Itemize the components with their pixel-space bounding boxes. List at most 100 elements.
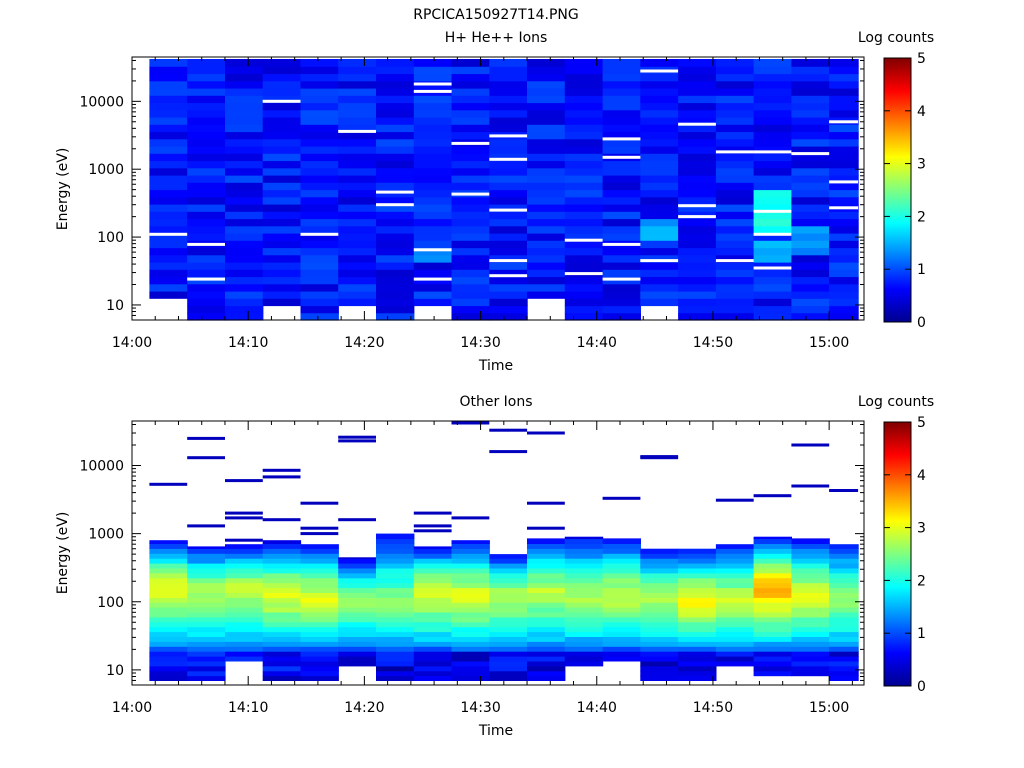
- heatmap-cell: [262, 175, 302, 183]
- heatmap-cell: [678, 651, 717, 657]
- heatmap-cell: [640, 563, 679, 569]
- heatmap-cell: [451, 641, 490, 647]
- heatmap-cell: [489, 592, 528, 598]
- heatmap-cell: [187, 138, 226, 147]
- heatmap-cell: [149, 59, 188, 67]
- heatmap-cell: [715, 59, 755, 67]
- heatmap-cell: [149, 276, 188, 285]
- heatmap-cell: [527, 631, 566, 637]
- heatmap-cell: [225, 572, 264, 579]
- heatmap-cell: [564, 102, 604, 111]
- heatmap-cell: [338, 656, 377, 662]
- data-gap: [678, 204, 716, 208]
- heatmap-cell: [602, 538, 641, 540]
- heatmap-cell: [678, 572, 717, 579]
- heatmap-cell: [225, 240, 264, 249]
- heatmap-cell: [451, 225, 490, 234]
- heatmap-cell: [678, 641, 717, 647]
- heatmap-cell: [187, 646, 226, 652]
- data-gap: [187, 277, 225, 281]
- heatmap-cell: [602, 109, 641, 118]
- heatmap-cell: [376, 558, 415, 564]
- heatmap-cell: [602, 269, 641, 278]
- heatmap-cell: [791, 553, 830, 559]
- heatmap-cell: [225, 651, 264, 657]
- heatmap-cell: [489, 138, 528, 147]
- heatmap-cell: [262, 291, 302, 299]
- heatmap-cell: [678, 225, 717, 234]
- heatmap-cell: [678, 102, 717, 111]
- colorbar-tick-label: 0: [917, 315, 926, 331]
- heatmap-cell: [489, 262, 528, 270]
- heatmap-cell: [300, 587, 339, 593]
- sparse-count-line: [187, 456, 225, 460]
- heatmap-cell: [300, 276, 339, 285]
- heatmap-cell: [791, 254, 830, 263]
- heatmap-cell: [640, 218, 679, 227]
- heatmap-cell: [262, 59, 302, 67]
- colorbar-tick-label: 1: [917, 626, 926, 642]
- heatmap-cell: [640, 247, 679, 256]
- heatmap-cell: [640, 276, 679, 285]
- heatmap-cell: [829, 146, 859, 154]
- heatmap-cell: [225, 553, 264, 559]
- x-tick-label: 14:10: [228, 700, 268, 716]
- heatmap-cell: [300, 305, 339, 314]
- heatmap-cell: [791, 577, 830, 584]
- heatmap-cell: [413, 225, 453, 234]
- sparse-count-line: [338, 518, 376, 522]
- heatmap-cell: [413, 262, 453, 270]
- heatmap-cell: [602, 621, 641, 628]
- heatmap-cell: [564, 538, 604, 544]
- heatmap-cell: [338, 167, 377, 176]
- heatmap-cell: [791, 631, 830, 637]
- heatmap-cell: [640, 631, 679, 637]
- heatmap-cell: [225, 88, 264, 96]
- data-gap: [187, 242, 225, 246]
- heatmap-cell: [829, 124, 859, 133]
- heatmap-cell: [640, 670, 679, 677]
- heatmap-cell: [829, 631, 859, 637]
- heatmap-cell: [187, 631, 226, 637]
- heatmap-cell: [376, 88, 415, 96]
- heatmap-cell: [187, 88, 226, 96]
- heatmap-cell: [753, 592, 792, 598]
- heatmap-cell: [829, 153, 859, 162]
- heatmap-cell: [829, 291, 859, 299]
- heatmap-cell: [300, 548, 339, 554]
- heatmap-cell: [753, 240, 792, 249]
- heatmap-cell: [376, 533, 415, 540]
- heatmap-cell: [149, 204, 188, 212]
- heatmap-cell: [376, 138, 415, 147]
- colorbar-tick-label: 3: [917, 521, 926, 537]
- heatmap-cell: [187, 597, 226, 603]
- heatmap-cell: [753, 660, 792, 667]
- heatmap-cell: [300, 160, 339, 169]
- heatmap-cell: [602, 602, 641, 608]
- heatmap-cell: [413, 592, 453, 598]
- heatmap-cell: [602, 254, 641, 263]
- heatmap-cell: [640, 167, 679, 176]
- heatmap-cell: [338, 189, 377, 198]
- heatmap-cell: [791, 73, 830, 82]
- heatmap-cell: [413, 621, 453, 628]
- sparse-count-line: [338, 439, 376, 443]
- heatmap-cell: [829, 240, 859, 249]
- heatmap-cell: [262, 276, 302, 285]
- heatmap-cell: [451, 211, 490, 220]
- y-tick-label: 100: [97, 595, 124, 611]
- y-tick-label: 10000: [79, 459, 124, 475]
- heatmap-cell: [376, 131, 415, 140]
- heatmap-cell: [338, 298, 377, 307]
- heatmap-cell: [300, 626, 339, 633]
- heatmap-cell: [753, 607, 792, 613]
- heatmap-cell: [564, 283, 604, 292]
- heatmap-cell: [715, 80, 755, 89]
- heatmap-cell: [149, 211, 188, 220]
- heatmap-cell: [300, 262, 339, 270]
- heatmap-cell: [602, 66, 641, 75]
- heatmap-cell: [715, 646, 755, 652]
- heatmap-cell: [451, 548, 490, 554]
- heatmap-cell: [262, 160, 302, 169]
- heatmap-cell: [715, 298, 755, 307]
